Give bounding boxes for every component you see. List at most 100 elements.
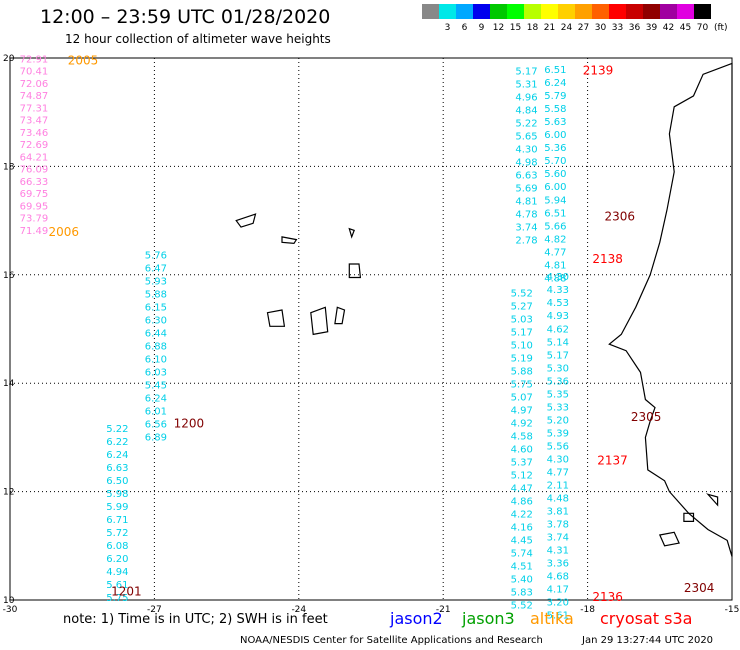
legend-altika: altika xyxy=(530,609,574,628)
scale-tick-label: 12 xyxy=(493,23,504,33)
lat-tick-label: 12 xyxy=(3,488,14,498)
wave-height-label: 72.69 xyxy=(20,140,49,151)
wave-height-label: 6.30 xyxy=(145,316,167,327)
wave-height-label: 5.35 xyxy=(547,389,569,400)
wave-height-label: 6.22 xyxy=(106,437,128,448)
island-outline xyxy=(281,236,298,245)
wave-height-label: 4.86 xyxy=(511,497,533,508)
island-outline xyxy=(348,227,355,239)
color-scale: 3 6 9 12 15 18 21 24 27 30 33 36 39 42 45 70 (ft) xyxy=(422,4,728,33)
wave-height-label: 5.99 xyxy=(106,502,128,513)
scale-swatch xyxy=(473,4,490,19)
wave-height-label: 5.74 xyxy=(511,549,533,560)
time-label: 2005 xyxy=(68,54,99,68)
scale-tick-label: 6 xyxy=(462,23,468,33)
wave-height-label: 73.79 xyxy=(20,214,49,225)
timestamp: Jan 29 13:27:44 UTC 2020 xyxy=(582,635,714,646)
lon-tick-label: -21 xyxy=(436,605,451,615)
scale-tick-label: 33 xyxy=(612,23,623,33)
wave-height-label: 5.36 xyxy=(547,376,569,387)
wave-height-label: 5.60 xyxy=(544,169,566,180)
page-subtitle: 12 hour collection of altimeter wave hei… xyxy=(65,32,331,46)
scale-unit: (ft) xyxy=(714,23,728,33)
scale-swatch xyxy=(456,4,473,19)
wave-height-label: 5.12 xyxy=(511,471,533,482)
island-outline xyxy=(348,263,362,279)
wave-height-label: 5.52 xyxy=(511,601,533,612)
wave-height-label: 4.53 xyxy=(547,298,569,309)
wave-height-label: 6.89 xyxy=(145,433,167,444)
lon-tick-label: -18 xyxy=(580,605,595,615)
scale-swatch xyxy=(575,4,592,19)
wave-height-label: 5.56 xyxy=(547,441,569,452)
scale-tick-label: 27 xyxy=(578,23,589,33)
wave-height-label: 6.63 xyxy=(515,170,537,181)
wave-height-label: 5.52 xyxy=(511,288,533,299)
scale-tick-label: 15 xyxy=(510,23,521,33)
scale-swatch xyxy=(677,4,694,19)
wave-height-label: 6.63 xyxy=(106,463,128,474)
wave-height-label: 3.20 xyxy=(547,597,569,608)
scale-swatch xyxy=(541,4,558,19)
island-outline xyxy=(235,213,257,228)
wave-height-label: 5.07 xyxy=(511,393,533,404)
scale-swatch xyxy=(507,4,524,19)
wave-height-label: 5.19 xyxy=(511,354,533,365)
scale-tick-label: 39 xyxy=(646,23,658,33)
wave-height-label: 5.17 xyxy=(511,328,533,339)
wave-height-label: 71.49 xyxy=(20,226,49,237)
wave-height-label: 4.17 xyxy=(547,584,569,595)
time-label: 2137 xyxy=(597,454,628,468)
scale-swatch xyxy=(694,4,711,19)
wave-height-label: 5.61 xyxy=(547,610,569,621)
wave-height-label: 4.16 xyxy=(511,523,533,534)
wave-height-label: 5.17 xyxy=(547,350,569,361)
island-outline xyxy=(266,309,286,327)
wave-height-label: 5.72 xyxy=(106,528,128,539)
wave-height-label: 6.24 xyxy=(106,450,128,461)
lon-tick-label: -24 xyxy=(291,605,306,615)
wave-height-label: 4.84 xyxy=(515,105,537,116)
wave-height-label: 6.24 xyxy=(145,394,167,405)
lat-tick-label: 18 xyxy=(3,162,15,172)
wave-height-label: 6.20 xyxy=(106,554,128,565)
wave-height-label: 4.98 xyxy=(515,157,537,168)
wave-height-label: 5.83 xyxy=(511,588,533,599)
wave-height-label: 4.77 xyxy=(544,247,566,258)
map-grid xyxy=(10,58,732,600)
time-label: 2304 xyxy=(684,581,715,595)
lat-tick-label: 10 xyxy=(3,596,15,606)
wave-height-label: 5.10 xyxy=(511,341,533,352)
wave-height-label: 4.77 xyxy=(547,467,569,478)
mainland-coast xyxy=(608,62,733,557)
scale-swatch xyxy=(524,4,541,19)
wave-height-label: 5.93 xyxy=(145,277,167,288)
wave-height-label: 6.51 xyxy=(544,65,566,76)
wave-height-label: 5.30 xyxy=(547,363,569,374)
wave-height-label: 4.30 xyxy=(547,272,569,283)
wave-height-label: 5.61 xyxy=(106,580,128,591)
wave-height-label: 4.96 xyxy=(515,92,537,103)
wave-height-label: 5.75 xyxy=(106,593,128,604)
scale-swatch xyxy=(422,4,439,19)
time-label: 2306 xyxy=(604,210,635,224)
wave-height-label: 4.30 xyxy=(547,454,569,465)
wave-height-label: 4.78 xyxy=(515,209,537,220)
wave-height-label: 6.50 xyxy=(106,476,128,487)
scale-tick-label: 45 xyxy=(680,23,691,33)
wave-height-label: 4.97 xyxy=(511,406,533,417)
lon-tick-label: -30 xyxy=(3,605,18,615)
wave-height-label: 6.01 xyxy=(145,407,167,418)
wave-height-label: 72.06 xyxy=(20,79,49,90)
wave-height-label: 3.74 xyxy=(515,222,537,233)
lon-tick-label: -15 xyxy=(725,605,740,615)
wave-height-label: 4.58 xyxy=(511,432,533,443)
scale-tick-label: 24 xyxy=(561,23,573,33)
wave-height-label: 5.31 xyxy=(515,79,537,90)
wave-height-label: 5.76 xyxy=(145,251,167,262)
wave-height-label: 5.14 xyxy=(547,337,569,348)
scale-swatch xyxy=(660,4,677,19)
wave-height-label: 5.45 xyxy=(145,381,167,392)
